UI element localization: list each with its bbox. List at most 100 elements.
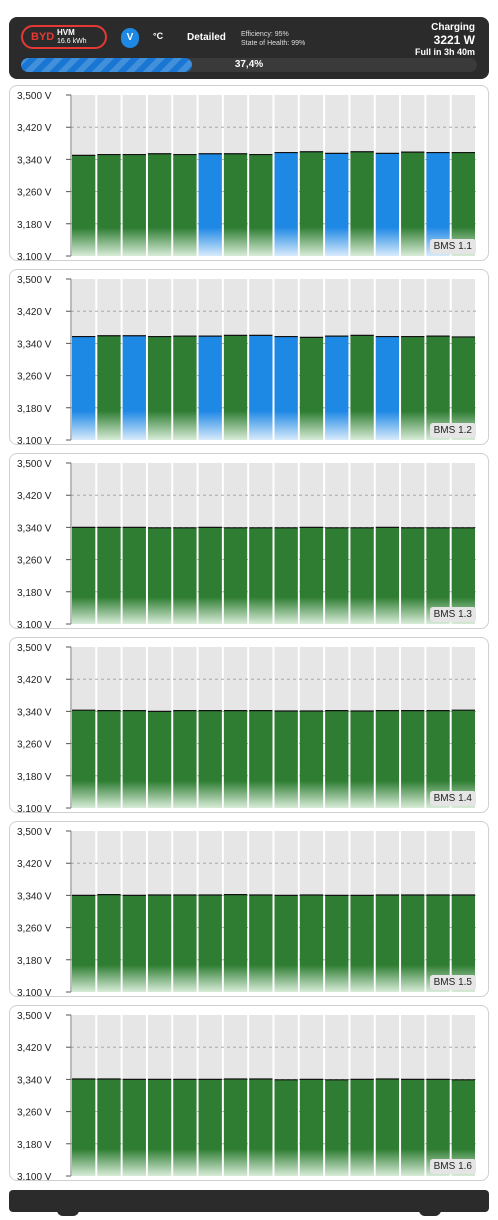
cell-bar-balancing[interactable] xyxy=(426,152,450,256)
cell-bar[interactable] xyxy=(97,335,121,440)
cell-bar[interactable] xyxy=(401,336,425,440)
cell-bar[interactable] xyxy=(249,1078,273,1176)
cell-bar[interactable] xyxy=(274,895,298,992)
cell-bar[interactable] xyxy=(375,527,400,624)
cell-bar[interactable] xyxy=(198,527,222,624)
cell-bar[interactable] xyxy=(173,336,197,440)
voltage-unit-toggle[interactable]: V xyxy=(121,28,139,48)
cell-bar[interactable] xyxy=(249,154,273,256)
cell-bar[interactable] xyxy=(401,527,425,624)
cell-bar[interactable] xyxy=(350,710,374,808)
cell-bar[interactable] xyxy=(223,153,248,256)
cell-bar[interactable] xyxy=(173,894,197,992)
cell-bar-balancing[interactable] xyxy=(72,336,96,440)
cell-bar[interactable] xyxy=(451,894,475,992)
cell-bar[interactable] xyxy=(147,894,172,992)
cell-bar[interactable] xyxy=(147,1079,172,1176)
cell-bar[interactable] xyxy=(198,894,222,992)
cell-bar[interactable] xyxy=(147,153,172,256)
cell-bar[interactable] xyxy=(97,154,121,256)
cell-bar[interactable] xyxy=(97,1078,121,1176)
cell-bar-balancing[interactable] xyxy=(274,336,298,440)
cell-bar[interactable] xyxy=(274,1079,298,1176)
cell-bar[interactable] xyxy=(451,1079,475,1176)
cell-bar-balancing[interactable] xyxy=(249,335,273,440)
cell-bar[interactable] xyxy=(223,894,248,992)
temperature-unit-toggle[interactable]: °C xyxy=(153,31,164,41)
cell-bar[interactable] xyxy=(122,895,146,992)
cell-bar[interactable] xyxy=(249,710,273,808)
cell-bar[interactable] xyxy=(426,1079,450,1176)
view-mode-toggle[interactable]: Detailed xyxy=(187,32,226,43)
cell-bar[interactable] xyxy=(401,710,425,808)
cell-bar[interactable] xyxy=(173,527,197,624)
cell-bar[interactable] xyxy=(274,710,298,808)
cell-bar[interactable] xyxy=(122,527,146,624)
cell-bar[interactable] xyxy=(401,1079,425,1176)
y-tick-label: 3,260 V xyxy=(17,372,52,383)
cell-bar[interactable] xyxy=(97,894,121,992)
cell-bar[interactable] xyxy=(198,710,222,808)
cell-bar[interactable] xyxy=(451,527,475,624)
cell-bar[interactable] xyxy=(401,894,425,992)
cell-bar[interactable] xyxy=(122,710,146,808)
cell-bar[interactable] xyxy=(325,1079,349,1176)
cell-bar[interactable] xyxy=(451,336,475,440)
cell-bar[interactable] xyxy=(375,710,400,808)
cell-bar[interactable] xyxy=(325,527,349,624)
cell-bar[interactable] xyxy=(198,1079,222,1176)
cell-bar[interactable] xyxy=(97,710,121,808)
cell-bar[interactable] xyxy=(223,335,248,440)
cell-bar[interactable] xyxy=(147,711,172,808)
cell-bar-balancing[interactable] xyxy=(198,336,222,440)
cell-bar[interactable] xyxy=(401,152,425,256)
cell-bar[interactable] xyxy=(451,152,475,256)
cell-bar[interactable] xyxy=(426,894,450,992)
cell-bar[interactable] xyxy=(426,527,450,624)
cell-bar[interactable] xyxy=(223,527,248,624)
cell-bar[interactable] xyxy=(451,710,475,808)
cell-bar-balancing[interactable] xyxy=(198,153,222,256)
cell-bar[interactable] xyxy=(72,710,96,808)
cell-bar[interactable] xyxy=(299,710,324,808)
cell-bar[interactable] xyxy=(173,1079,197,1176)
cell-bar-balancing[interactable] xyxy=(325,336,349,440)
cell-bar[interactable] xyxy=(299,1079,324,1176)
cell-bar[interactable] xyxy=(350,527,374,624)
cell-bar[interactable] xyxy=(299,527,324,624)
cell-bar-balancing[interactable] xyxy=(274,152,298,256)
cell-bar[interactable] xyxy=(249,527,273,624)
cell-bar[interactable] xyxy=(299,894,324,992)
cell-bar[interactable] xyxy=(375,894,400,992)
cell-bar[interactable] xyxy=(350,335,374,440)
cell-bar[interactable] xyxy=(72,155,96,256)
cell-bar[interactable] xyxy=(249,894,273,992)
cell-bar[interactable] xyxy=(350,895,374,992)
cell-bar[interactable] xyxy=(350,151,374,256)
cell-bar[interactable] xyxy=(147,527,172,624)
cell-bar[interactable] xyxy=(72,895,96,992)
cell-bar-balancing[interactable] xyxy=(375,153,400,256)
cell-bar[interactable] xyxy=(274,527,298,624)
cell-bar[interactable] xyxy=(173,710,197,808)
cell-bar[interactable] xyxy=(223,710,248,808)
cell-bar-balancing[interactable] xyxy=(122,335,146,440)
cell-bar-balancing[interactable] xyxy=(325,153,349,256)
cell-bar[interactable] xyxy=(325,895,349,992)
cell-bar[interactable] xyxy=(147,336,172,440)
cell-bar-balancing[interactable] xyxy=(375,336,400,440)
cell-bar[interactable] xyxy=(325,710,349,808)
cell-bar[interactable] xyxy=(350,1079,374,1176)
cell-bar[interactable] xyxy=(426,336,450,440)
cell-bar[interactable] xyxy=(375,1078,400,1176)
cell-bar[interactable] xyxy=(299,337,324,440)
cell-bar[interactable] xyxy=(72,1078,96,1176)
cell-bar[interactable] xyxy=(97,527,121,624)
cell-bar[interactable] xyxy=(426,710,450,808)
cell-bar[interactable] xyxy=(122,154,146,256)
cell-bar[interactable] xyxy=(173,154,197,256)
cell-bar[interactable] xyxy=(299,151,324,256)
cell-bar[interactable] xyxy=(122,1079,146,1176)
cell-bar[interactable] xyxy=(72,527,96,624)
cell-bar[interactable] xyxy=(223,1078,248,1176)
